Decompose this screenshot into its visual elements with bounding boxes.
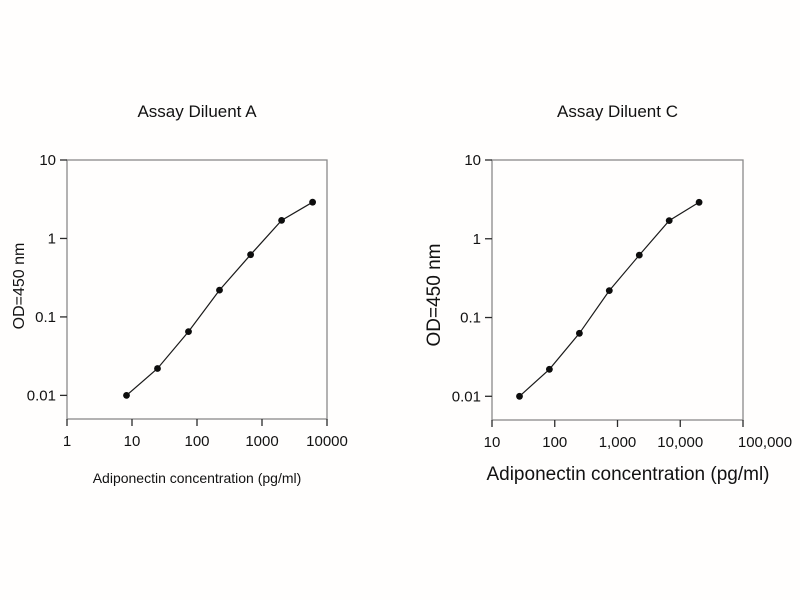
series-line (126, 201, 313, 396)
data-point (123, 392, 130, 399)
y-tick-label: 0.01 (27, 387, 56, 404)
y-tick-label: 0.1 (35, 309, 56, 326)
y-tick-label: 10 (39, 152, 56, 169)
x-tick-label: 1000 (245, 433, 278, 450)
series-line (519, 201, 700, 397)
y-tick-label: 0.1 (460, 310, 481, 327)
data-point (605, 287, 613, 294)
data-point (546, 365, 553, 373)
data-point (154, 365, 161, 372)
data-point (216, 286, 223, 294)
chart-a-y-axis-label: OD=450 nm (11, 242, 28, 330)
chart-a-x-axis-label: Adiponectin concentration (pg/ml) (92, 470, 302, 486)
x-tick-label: 100,000 (738, 434, 792, 451)
x-tick-label: 1 (63, 433, 71, 450)
x-tick-label: 10,000 (657, 434, 703, 451)
data-point (278, 217, 285, 224)
chart-a-title: Assay Diluent A (137, 102, 257, 121)
data-point (576, 329, 583, 337)
y-tick-label: 1 (48, 230, 56, 247)
chart-c-y-axis-label: OD=450 nm (424, 243, 445, 347)
chart-c-title: Assay Diluent C (557, 102, 678, 121)
data-point (635, 251, 643, 259)
chart-c-x-axis-label: Adiponectin concentration (pg/ml) (486, 464, 770, 485)
y-tick-label: 1 (473, 231, 481, 248)
data-point (516, 392, 523, 400)
x-tick-label: 10 (484, 434, 501, 451)
chart-a-plot-area: 1 10 100 1000 10000 10 1 0.1 0.01 (27, 152, 348, 450)
chart-c-plot-area: 10 100 1,000 10,000 100,000 10 1 0.1 0.01 (452, 152, 792, 451)
data-point (247, 251, 255, 259)
data-point (695, 198, 703, 206)
x-tick-label: 100 (184, 433, 209, 450)
plot-box (491, 159, 744, 421)
x-tick-label: 1,000 (599, 434, 637, 451)
data-point (665, 217, 673, 224)
data-point (185, 328, 192, 335)
plot-box (66, 159, 328, 420)
y-tick-label: 0.01 (452, 388, 481, 405)
data-point (309, 198, 316, 206)
y-tick-label: 10 (464, 152, 481, 169)
x-tick-label: 100 (542, 434, 567, 451)
x-tick-label: 10000 (306, 433, 348, 450)
x-tick-label: 10 (124, 433, 141, 450)
